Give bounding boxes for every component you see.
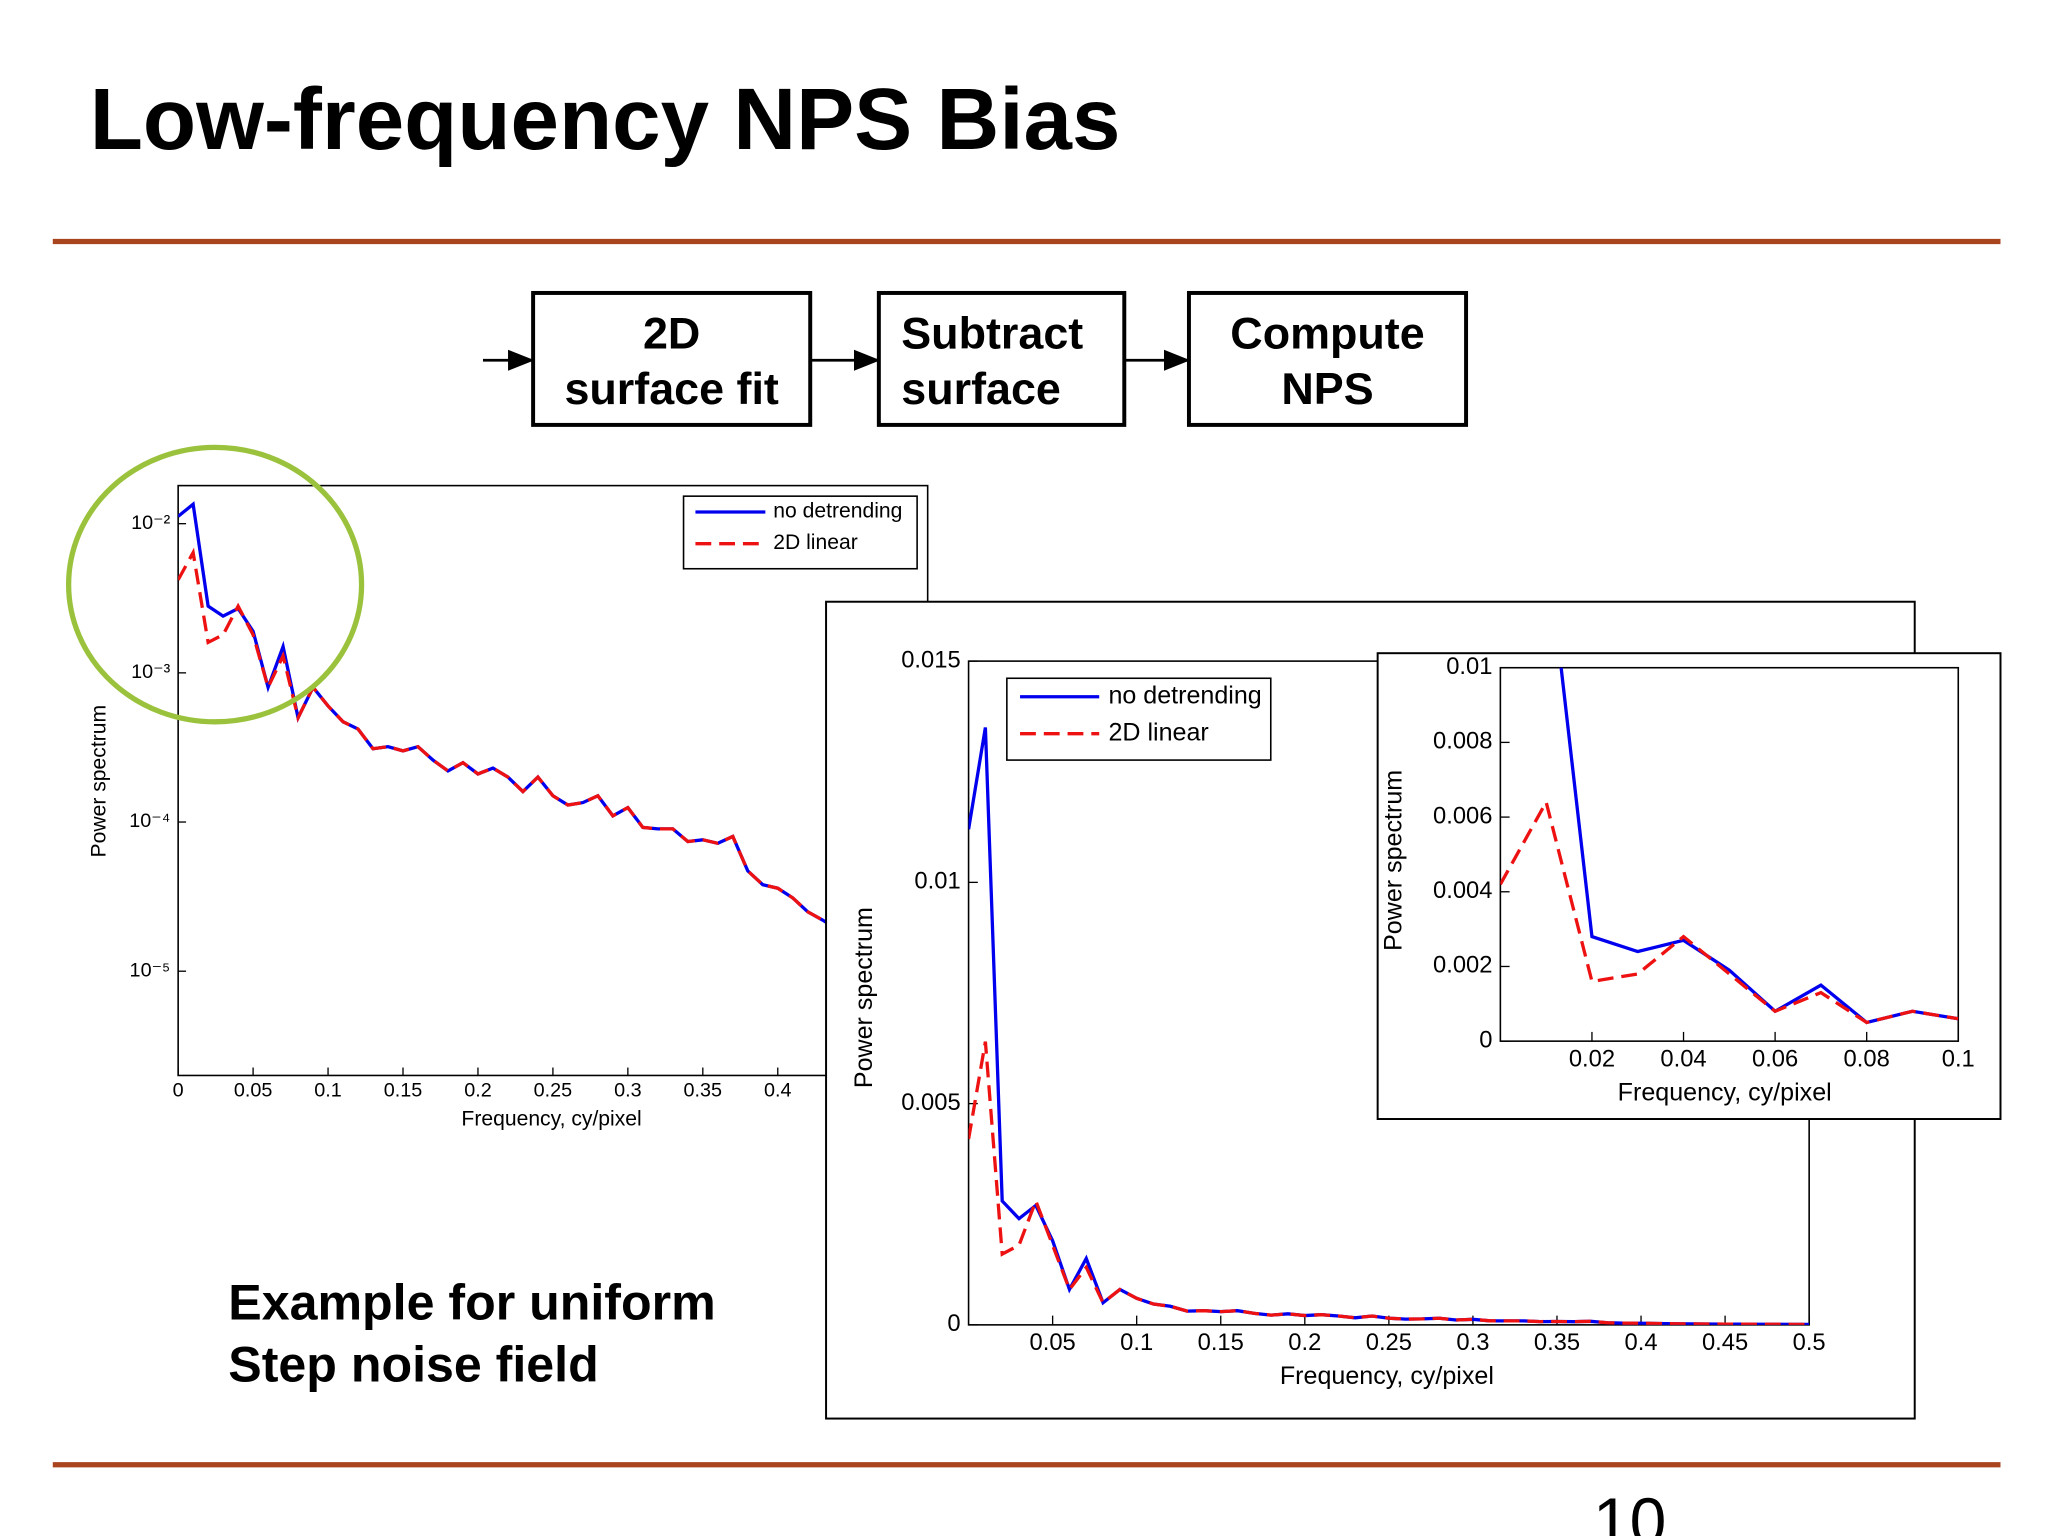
x-tick-label: 0.4 [764, 1080, 792, 1102]
flow-box [1186, 290, 1469, 427]
y-tick-label: 0.015 [901, 646, 960, 673]
y-tick-label: 0.004 [1433, 877, 1492, 904]
x-tick-label: 0.3 [1456, 1329, 1489, 1356]
x-tick-label: 0.05 [234, 1080, 273, 1102]
data-line [968, 1041, 1810, 1325]
x-axis-label: Frequency, cy/pixel [461, 1108, 641, 1131]
x-tick-label: 0.05 [1030, 1329, 1076, 1356]
x-tick-label: 0.2 [464, 1080, 492, 1102]
legend-label: no detrending [1108, 681, 1261, 709]
legend-label: 2D linear [773, 531, 857, 554]
legend-box [682, 495, 918, 570]
x-tick-label: 0.08 [1844, 1045, 1890, 1072]
highlight-circle [65, 444, 365, 725]
x-tick-label: 0.3 [614, 1080, 642, 1102]
x-axis-label: Frequency, cy/pixel [1618, 1079, 1832, 1107]
x-tick-label: 0.1 [314, 1080, 341, 1102]
x-tick-label: 0.35 [684, 1080, 723, 1102]
flow-label: Subtract [901, 307, 1083, 358]
charts: 0 0.05 0.1 0.15 0.2 0.25 0.3 0.35 0.4 10⁻² 10⁻³ 10⁻… [88, 484, 2002, 1420]
x-tick-label: 0.1 [1120, 1329, 1153, 1356]
data-line [1500, 797, 1959, 1025]
y-tick-label: 0 [947, 1310, 960, 1337]
x-tick-label: 0.04 [1660, 1045, 1706, 1072]
slide-title: Low-frequency NPS Bias [90, 71, 1121, 168]
x-tick-label: 0.06 [1752, 1045, 1798, 1072]
x-tick-label: 0.1 [1942, 1045, 1975, 1072]
x-tick-label: 0.25 [534, 1080, 573, 1102]
x-tick-label: 0.35 [1534, 1329, 1580, 1356]
flow-label: Compute [1230, 307, 1424, 358]
y-axis-label: Power spectrum [88, 705, 111, 858]
chart: 0.02 0.04 0.06 0.08 0.1 0 0.002 0.004 0.006 0.008… [1376, 652, 2002, 1120]
data-line [178, 547, 928, 967]
x-tick-label: 0.4 [1625, 1329, 1658, 1356]
chart: 0 0.05 0.1 0.15 0.2 0.25 0.3 0.35 0.4 10⁻² 10⁻³ 10⁻… [88, 484, 929, 1131]
y-tick-label: 0.002 [1433, 952, 1492, 979]
y-tick-label: 10⁻² [131, 512, 170, 534]
flow-diagram: 2D surface fit Subtract surface Compute … [482, 290, 1469, 427]
page-number: 10 [1593, 1484, 1666, 1536]
legend-box [1006, 677, 1272, 761]
flow-label: 2D [643, 307, 700, 358]
x-tick-label: 0.15 [1198, 1329, 1244, 1356]
x-axis-label: Frequency, cy/pixel [1280, 1362, 1494, 1390]
legend-label: 2D linear [1108, 718, 1208, 746]
x-tick-label: 0.25 [1366, 1329, 1412, 1356]
y-tick-label: 0.01 [1446, 653, 1492, 680]
y-tick-label: 0.01 [914, 868, 960, 895]
flow-box [876, 290, 1127, 427]
caption: Example for uniform [228, 1275, 715, 1331]
x-tick-label: 0 [173, 1080, 184, 1102]
plot-area [1499, 666, 1960, 1042]
y-tick-label: 0.005 [901, 1089, 960, 1116]
y-tick-label: 0 [1479, 1026, 1492, 1053]
y-tick-label: 10⁻³ [131, 661, 170, 683]
caption: Step noise field [228, 1337, 598, 1393]
plot-area [177, 484, 929, 1077]
flow-label: surface [901, 363, 1061, 414]
y-tick-label: 0.008 [1433, 728, 1492, 755]
flow-label: NPS [1281, 363, 1373, 414]
y-axis-label: Power spectrum [850, 907, 878, 1088]
x-tick-label: 0.02 [1569, 1045, 1615, 1072]
x-tick-label: 0.2 [1288, 1329, 1321, 1356]
x-tick-label: 0.45 [1702, 1329, 1748, 1356]
y-axis-label: Power spectrum [1379, 770, 1407, 951]
y-tick-label: 0.006 [1433, 802, 1492, 829]
x-tick-label: 0.5 [1793, 1329, 1826, 1356]
legend-label: no detrending [773, 500, 902, 523]
y-tick-label: 10⁻⁵ [130, 959, 171, 981]
flow-box [531, 290, 813, 427]
x-tick-label: 0.15 [384, 1080, 423, 1102]
y-tick-label: 10⁻⁴ [129, 810, 170, 832]
flow-label: surface fit [564, 363, 778, 414]
